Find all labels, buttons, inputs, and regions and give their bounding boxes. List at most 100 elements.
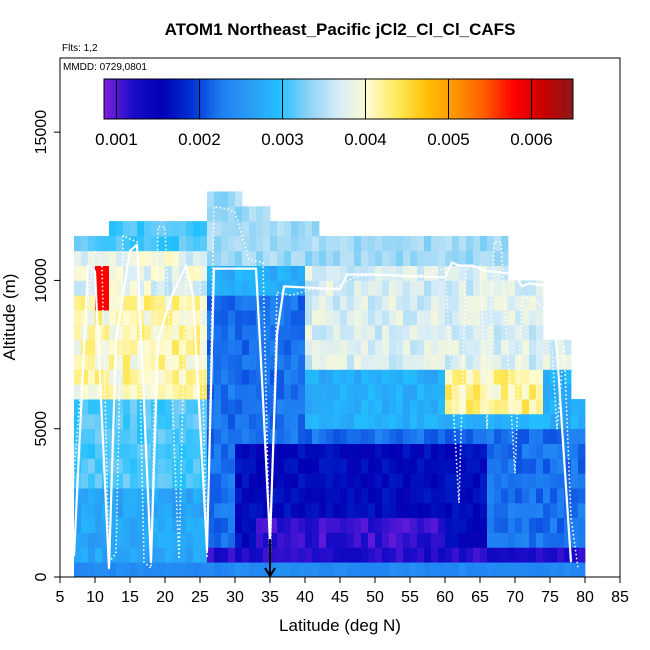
heatmap-cell xyxy=(389,310,397,326)
heatmap-cell xyxy=(445,250,453,266)
heatmap-cell xyxy=(242,532,250,548)
heatmap-cell xyxy=(368,324,376,341)
heatmap-cell xyxy=(81,354,89,370)
heatmap-cell xyxy=(452,354,460,370)
heatmap-cell xyxy=(81,488,89,504)
colorbar-segment xyxy=(248,79,254,119)
heatmap-cell xyxy=(382,250,390,266)
colorbar-segment xyxy=(326,79,332,119)
heatmap-cell xyxy=(494,369,502,385)
heatmap-cell xyxy=(74,443,82,459)
heatmap-cell xyxy=(340,488,348,504)
heatmap-cell xyxy=(480,399,488,415)
heatmap-cell xyxy=(221,221,229,237)
heatmap-cell xyxy=(347,562,355,578)
heatmap-cell xyxy=(207,310,215,326)
heatmap-cell xyxy=(291,562,299,578)
heatmap-cell xyxy=(186,369,194,385)
heatmap-cell xyxy=(102,295,110,311)
heatmap-cell xyxy=(515,502,523,519)
heatmap-cell xyxy=(501,473,509,489)
heatmap-cell xyxy=(130,473,138,489)
heatmap-cell xyxy=(424,265,432,281)
heatmap-cell xyxy=(466,324,474,341)
heatmap-cell xyxy=(417,547,425,563)
heatmap-cell xyxy=(221,399,229,415)
heatmap-cell xyxy=(543,339,551,355)
heatmap-cell xyxy=(116,265,124,281)
heatmap-cell xyxy=(347,324,355,341)
heatmap-cell xyxy=(277,443,285,459)
heatmap-cell xyxy=(221,191,229,207)
heatmap-cell xyxy=(543,399,551,415)
heatmap-cell xyxy=(445,517,453,533)
heatmap-cell xyxy=(347,295,355,311)
heatmap-cell xyxy=(382,517,390,533)
heatmap-cell xyxy=(235,547,243,563)
heatmap-cell xyxy=(228,265,236,281)
heatmap-cell xyxy=(214,310,222,326)
heatmap-cell xyxy=(368,369,376,385)
heatmap-cell xyxy=(424,399,432,415)
heatmap-cell xyxy=(221,295,229,311)
heatmap-cell xyxy=(179,221,187,237)
heatmap-cell xyxy=(354,443,362,459)
heatmap-cell xyxy=(375,324,383,341)
heatmap-cell xyxy=(368,413,376,430)
heatmap-cell xyxy=(473,354,481,370)
heatmap-cell xyxy=(417,458,425,474)
heatmap-cell xyxy=(543,384,551,400)
heatmap-cell xyxy=(564,488,572,504)
heatmap-cell xyxy=(116,413,124,430)
heatmap-cell xyxy=(571,473,579,489)
heatmap-cell xyxy=(578,413,586,430)
heatmap-cell xyxy=(284,310,292,326)
heatmap-cell xyxy=(172,250,180,266)
heatmap-cell xyxy=(522,354,530,370)
heatmap-cell xyxy=(571,399,579,415)
heatmap-cell xyxy=(172,547,180,563)
heatmap-cell xyxy=(522,280,530,296)
heatmap-cell xyxy=(249,473,257,489)
heatmap-cell xyxy=(410,458,418,474)
heatmap-cell xyxy=(368,295,376,311)
heatmap-cell xyxy=(466,265,474,281)
heatmap-cell xyxy=(459,310,467,326)
heatmap-cell xyxy=(347,488,355,504)
heatmap-cell xyxy=(529,310,537,326)
heatmap-cell xyxy=(263,295,271,311)
colorbar-segment xyxy=(299,79,304,119)
colorbar-segment xyxy=(260,79,265,119)
heatmap-cell xyxy=(165,235,173,252)
heatmap-cell xyxy=(242,235,250,252)
heatmap-cell xyxy=(109,547,117,563)
x-tick-label: 25 xyxy=(191,589,209,606)
x-axis-label: Latitude (deg N) xyxy=(279,616,401,635)
heatmap-cell xyxy=(473,399,481,415)
heatmap-cell xyxy=(228,488,236,504)
heatmap-cell xyxy=(417,443,425,459)
heatmap-cell xyxy=(529,428,537,444)
heatmap-cell xyxy=(445,354,453,370)
heatmap-cell xyxy=(529,443,537,459)
heatmap-cell xyxy=(312,413,320,430)
heatmap-cell xyxy=(130,413,138,430)
heatmap-cell xyxy=(305,562,313,578)
heatmap-cell xyxy=(417,428,425,444)
heatmap-cell xyxy=(144,443,152,459)
colorbar-segment xyxy=(197,79,203,119)
heatmap-cell xyxy=(417,413,425,430)
heatmap-cell xyxy=(130,354,138,370)
heatmap-cell xyxy=(494,250,502,266)
heatmap-cell xyxy=(95,443,103,459)
colorbar-tick-label: 0.002 xyxy=(178,130,221,149)
heatmap-cell xyxy=(403,473,411,489)
heatmap-cell xyxy=(333,369,341,385)
heatmap-cell xyxy=(158,443,166,459)
heatmap-cell xyxy=(95,235,103,252)
heatmap-cell xyxy=(410,517,418,533)
colorbar-segment xyxy=(295,79,300,119)
heatmap-cell xyxy=(263,280,271,296)
heatmap-cell xyxy=(515,310,523,326)
heatmap-cell xyxy=(459,324,467,341)
